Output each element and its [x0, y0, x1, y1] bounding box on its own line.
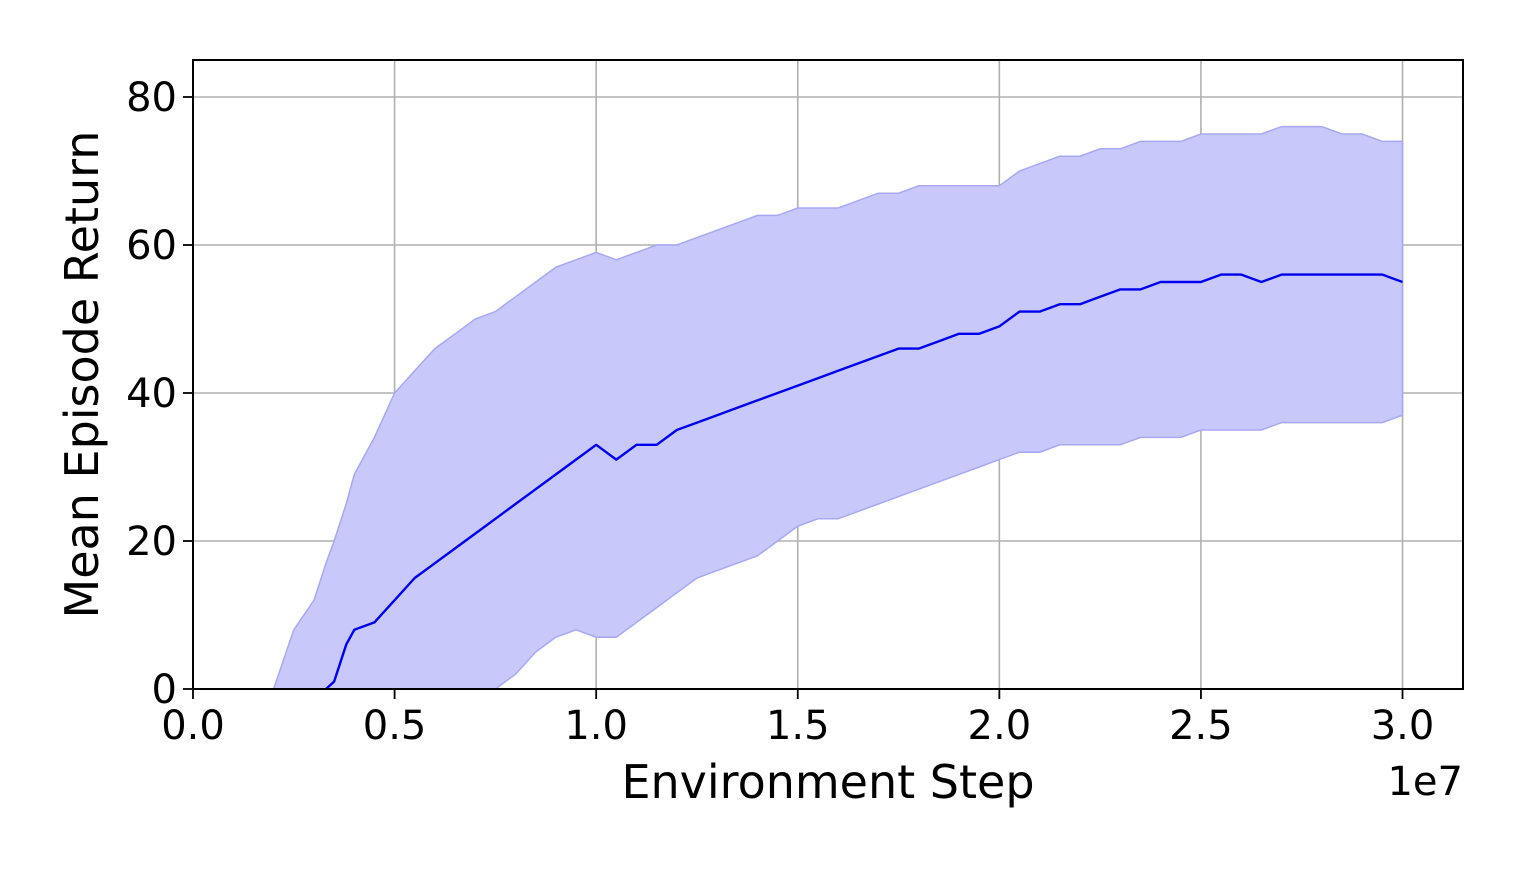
confidence-band [272, 125, 1404, 690]
y-tick-label: 40 [126, 371, 177, 417]
mean-return-line [325, 273, 1403, 690]
x-tick-label: 0.0 [161, 703, 225, 749]
x-tick-label: 1.0 [564, 703, 628, 749]
y-tick-label: 20 [126, 519, 177, 565]
y-tick-label: 80 [126, 75, 177, 121]
x-axis-label: Environment Step [621, 755, 1034, 809]
x-tick-label: 2.5 [1169, 703, 1233, 749]
x-offset-label: 1e7 [1387, 759, 1463, 805]
plot-frame [192, 59, 1464, 690]
std-band-area [272, 125, 1404, 690]
axis-ticks: 0.0 0.5 1.0 1.5 2.0 2.5 3.0 0 20 40 60 80 [126, 75, 1434, 749]
y-tick-label: 60 [126, 223, 177, 269]
y-axis-label: Mean Episode Return [55, 131, 109, 619]
y-tick-label: 0 [152, 667, 177, 713]
x-tick-label: 2.0 [968, 703, 1032, 749]
x-tick-label: 0.5 [363, 703, 427, 749]
x-tick-label: 1.5 [766, 703, 830, 749]
mean-line [325, 273, 1403, 690]
x-tick-label: 3.0 [1371, 703, 1435, 749]
